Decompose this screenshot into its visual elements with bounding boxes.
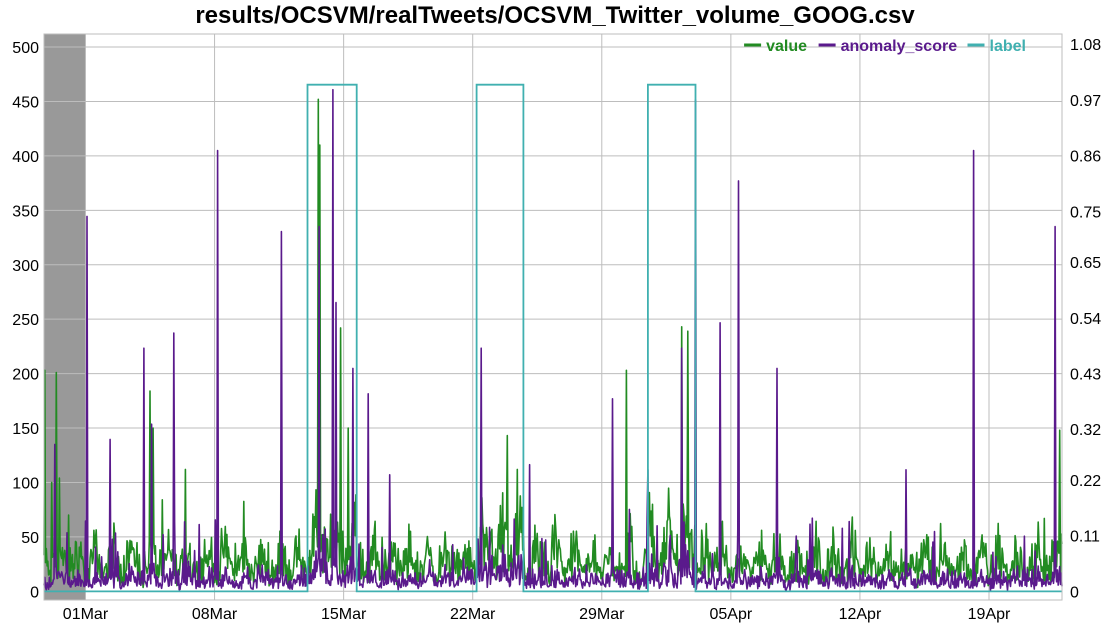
y-right-tick-label-0: 0 xyxy=(1070,584,1079,601)
x-tick-label-4: 29Mar xyxy=(579,606,625,623)
y-left-tick-label-5: 250 xyxy=(12,312,39,329)
y-right-tick-label-2: 0.22 xyxy=(1070,473,1101,490)
label-line xyxy=(44,83,1062,593)
x-tick-label-3: 22Mar xyxy=(450,606,496,623)
anomaly-score-series xyxy=(43,88,1063,592)
y-right-tick-label-4: 0.43 xyxy=(1070,366,1101,383)
x-ticks: 01Mar 08Mar 15Mar 22Mar 29Mar 05Apr 12Apr 19Apr xyxy=(63,606,1011,623)
y-right-tick-label-8: 0.86 xyxy=(1070,149,1101,166)
legend-label-label: label xyxy=(990,38,1026,55)
x-tick-label-7: 19Apr xyxy=(968,606,1011,623)
probation-region xyxy=(44,34,86,600)
grid-lines xyxy=(44,34,1062,600)
x-tick-label-0: 01Mar xyxy=(63,606,109,623)
y-left-tick-label-6: 300 xyxy=(12,258,39,275)
y-left-tick-label-2: 100 xyxy=(12,475,39,492)
y-right-tick-label-7: 0.75 xyxy=(1070,204,1101,221)
x-tick-label-6: 12Apr xyxy=(839,606,882,623)
legend: value anomaly_score label xyxy=(744,38,1026,55)
y-left-tick-label-8: 400 xyxy=(12,149,39,166)
y-right-tick-label-9: 0.97 xyxy=(1070,93,1101,110)
y-right-tick-label-5: 0.54 xyxy=(1070,311,1101,328)
legend-label-anomaly-score: anomaly_score xyxy=(841,38,958,55)
y-right-tick-label-3: 0.32 xyxy=(1070,422,1101,439)
y-left-tick-label-0: 0 xyxy=(30,584,39,601)
x-tick-label-1: 08Mar xyxy=(192,606,238,623)
y-left-tick-label-1: 50 xyxy=(21,530,39,547)
y-left-tick-label-4: 200 xyxy=(12,367,39,384)
label-series xyxy=(44,83,1062,593)
y-left-tick-label-10: 500 xyxy=(12,40,39,57)
y-right-tick-label-10: 1.08 xyxy=(1070,37,1101,54)
value-line xyxy=(43,98,1063,589)
legend-label-value: value xyxy=(766,38,807,55)
y-left-tick-label-7: 350 xyxy=(12,203,39,220)
plot-frame xyxy=(43,33,1063,601)
x-tick-label-2: 15Mar xyxy=(321,606,367,623)
y-left-ticks: 0 50 100 150 200 250 300 350 400 450 500 xyxy=(12,40,39,601)
anomaly-score-line xyxy=(43,88,1063,592)
y-right-tick-label-6: 0.65 xyxy=(1070,255,1101,272)
x-tick-label-5: 05Apr xyxy=(710,606,753,623)
chart-title: results/OCSVM/realTweets/OCSVM_Twitter_v… xyxy=(195,2,915,29)
y-left-tick-label-3: 150 xyxy=(12,421,39,438)
value-series xyxy=(43,98,1063,589)
y-right-tick-label-1: 0.11 xyxy=(1070,529,1100,546)
probation-region-rect xyxy=(44,34,86,600)
y-left-tick-label-9: 450 xyxy=(12,94,39,111)
y-right-ticks: 0 0.11 0.22 0.32 0.43 0.54 0.65 0.75 0.86 0.97 1.0… xyxy=(1070,37,1101,601)
